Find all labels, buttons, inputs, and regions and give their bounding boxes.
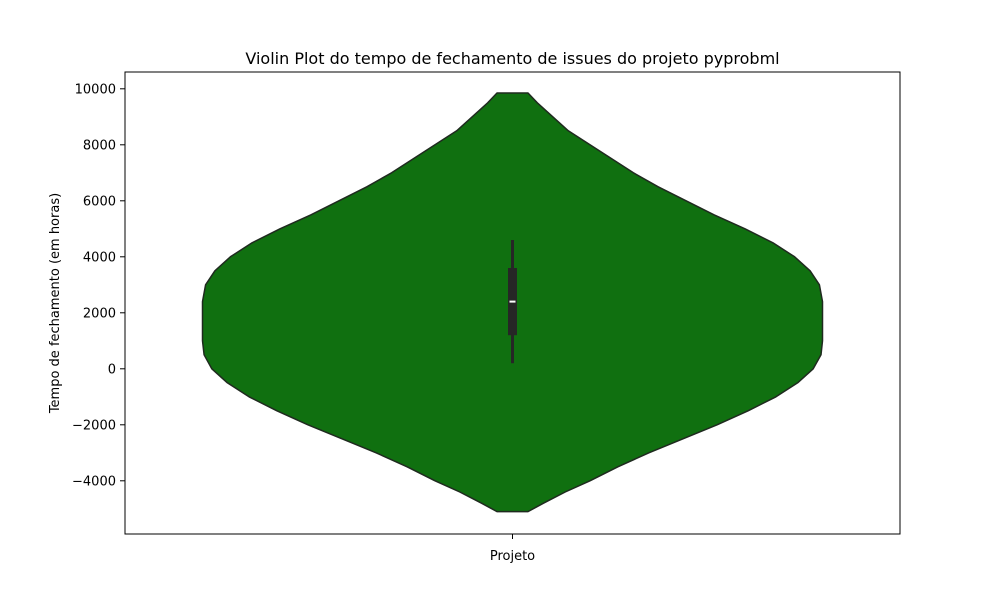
y-axis-label: Tempo de fechamento (em horas) bbox=[48, 193, 63, 414]
x-axis: Projeto bbox=[490, 534, 535, 564]
y-axis: −4000 −2000 0 2000 4000 6000 8000 10000 bbox=[72, 82, 125, 489]
y-tick-label: 6000 bbox=[83, 194, 116, 209]
y-tick-label: 4000 bbox=[83, 250, 116, 265]
x-tick-label: Projeto bbox=[490, 549, 535, 564]
y-tick-label: 0 bbox=[108, 362, 116, 377]
y-tick-label: 2000 bbox=[83, 306, 116, 321]
y-tick-label: 10000 bbox=[75, 82, 116, 97]
y-tick-label: 8000 bbox=[83, 138, 116, 153]
chart-title: Violin Plot do tempo de fechamento de is… bbox=[245, 49, 779, 68]
y-tick-label: −4000 bbox=[72, 474, 116, 489]
y-tick-label: −2000 bbox=[72, 418, 116, 433]
plot-area bbox=[201, 92, 824, 513]
